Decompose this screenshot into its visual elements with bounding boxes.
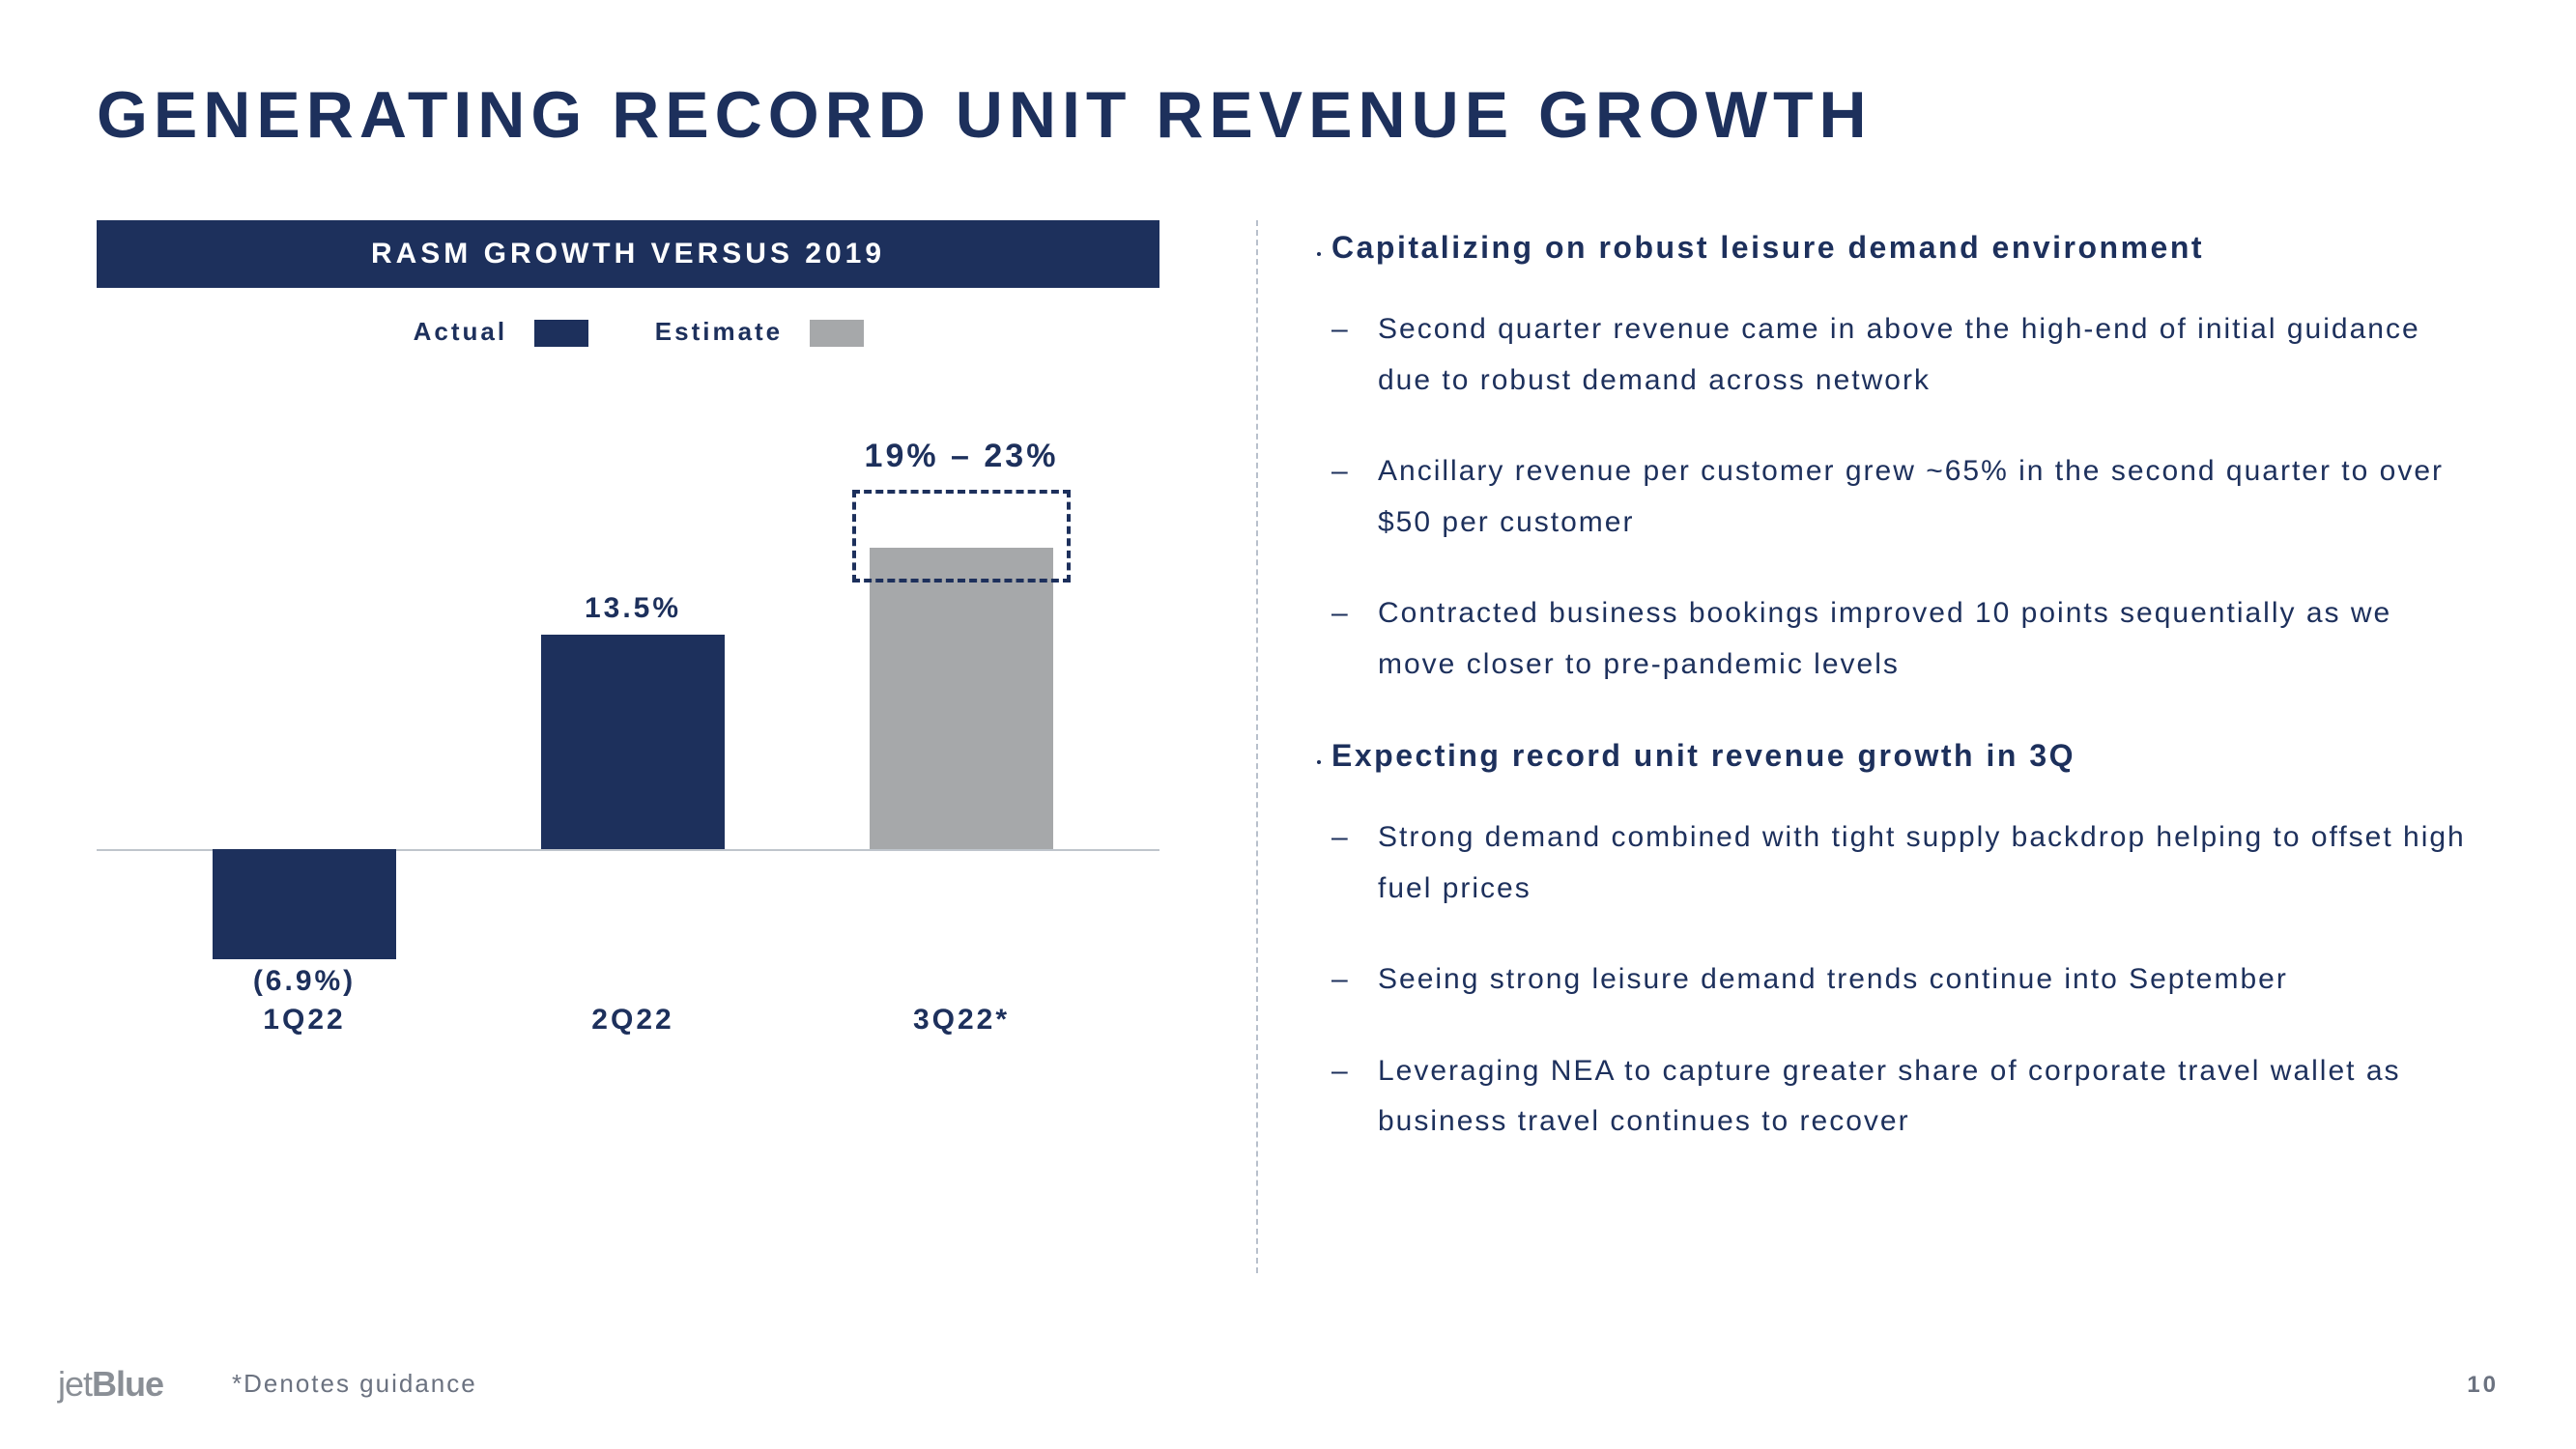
bullet-2-sub-3: Leveraging NEA to capture greater share … [1378,1046,2479,1148]
bar-2q22-value-label: 13.5% [507,592,758,625]
bullet-1-sub-2: Ancillary revenue per customer grew ~65%… [1378,446,2479,548]
bar-1q22 [213,849,396,959]
x-label-3q22: 3Q22* [836,1004,1087,1037]
bar-3q22-range-box [852,490,1071,582]
bullet-list: Capitalizing on robust leisure demand en… [1297,230,2479,1148]
footnote: *Denotes guidance [232,1369,477,1399]
legend-estimate-swatch [810,320,864,347]
content-row: RASM GROWTH VERSUS 2019 Actual Estimate … [97,220,2479,1273]
vertical-divider [1256,220,1258,1273]
bar-3q22-solid [870,548,1053,849]
bullet-1-sub-3: Contracted business bookings improved 10… [1378,588,2479,690]
jetblue-logo: jetBlue [58,1364,163,1405]
bar-3q22-range-label: 19% – 23% [816,438,1106,475]
bullets-column: Capitalizing on robust leisure demand en… [1297,220,2479,1273]
legend-actual-label: Actual [414,317,507,346]
bullet-2-sub-1: Strong demand combined with tight supply… [1378,812,2479,914]
legend-estimate-label: Estimate [655,317,783,346]
bar-1q22-value-label: (6.9%) [179,965,430,998]
logo-blue: Blue [92,1364,163,1404]
x-label-2q22: 2Q22 [507,1004,758,1037]
chart-title-bar: RASM GROWTH VERSUS 2019 [97,220,1159,288]
bullet-1-title: Capitalizing on robust leisure demand en… [1331,230,2204,265]
page-number: 10 [2467,1372,2499,1399]
bullet-1: Capitalizing on robust leisure demand en… [1331,230,2479,690]
bullet-1-subs: Second quarter revenue came in above the… [1331,304,2479,690]
slide-root: GENERATING RECORD UNIT REVENUE GROWTH RA… [0,0,2576,1449]
bullet-2-title: Expecting record unit revenue growth in … [1331,738,2075,773]
bullet-2: Expecting record unit revenue growth in … [1331,738,2479,1148]
bullet-2-subs: Strong demand combined with tight supply… [1331,812,2479,1148]
logo-jet: jet [58,1364,92,1404]
bar-chart: (6.9%) 1Q22 13.5% 2Q22 19% – 23% 3Q22* [97,385,1159,1062]
chart-column: RASM GROWTH VERSUS 2019 Actual Estimate … [97,220,1198,1273]
x-label-1q22: 1Q22 [179,1004,430,1037]
legend-actual-swatch [534,320,588,347]
bullet-2-sub-2: Seeing strong leisure demand trends cont… [1378,954,2479,1006]
bar-2q22 [541,635,725,849]
bullet-1-sub-1: Second quarter revenue came in above the… [1378,304,2479,406]
page-title: GENERATING RECORD UNIT REVENUE GROWTH [97,77,2479,153]
chart-legend: Actual Estimate [97,317,1198,347]
